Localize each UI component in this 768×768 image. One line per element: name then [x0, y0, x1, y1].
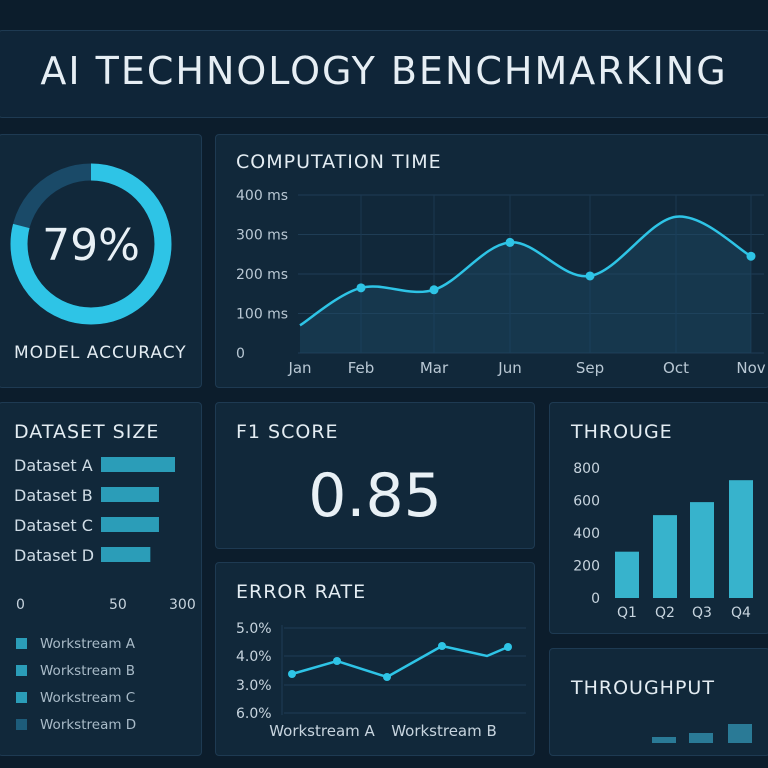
dataset-bar — [101, 517, 159, 532]
legend-label: Workstream B — [40, 663, 135, 679]
legend-label: Workstream D — [40, 717, 136, 733]
computation-point — [429, 285, 439, 295]
throughput-title: THROUGE — [571, 421, 673, 443]
error-point — [333, 657, 341, 665]
dataset-title: DATASET SIZE — [14, 421, 160, 443]
error-point — [504, 643, 512, 651]
header-banner: AI TECHNOLOGY BENCHMARKING — [0, 30, 768, 118]
x-tick-label: Q4 — [731, 605, 751, 621]
y-tick-label: 100 ms — [236, 307, 288, 323]
throughput2-bar-3 — [728, 724, 752, 743]
x-tick-label: 0 — [16, 597, 25, 613]
error-line — [291, 644, 509, 679]
x-tick-label: Jun — [497, 359, 521, 377]
accuracy-donut: 79% — [10, 163, 172, 325]
x-tick-label: 50 — [109, 597, 127, 613]
x-tick-label: Workstream B — [391, 722, 497, 740]
throughput-panel-2: THROUGHPUT — [549, 648, 768, 756]
accuracy-arc — [10, 163, 172, 325]
x-tick-label: Q1 — [617, 605, 637, 621]
accuracy-value: 79% — [42, 220, 140, 271]
error-rate-panel: ERROR RATE 6.0% 3.0% 4.0% 5.0% Workstream A W… — [215, 562, 535, 756]
legend-swatch — [16, 719, 27, 730]
x-tick-label: Q2 — [655, 605, 675, 621]
dataset-label: Dataset A — [14, 456, 93, 475]
y-tick-label: 0 — [591, 591, 600, 607]
throughput-panel: THROUGE 0 200 400 600 800 Q1 Q2 Q3 Q4 — [549, 402, 768, 634]
y-tick-label: 3.0% — [236, 678, 272, 694]
y-tick-label: 0 — [236, 346, 245, 362]
error-point — [438, 642, 446, 650]
y-tick-label: 400 ms — [236, 188, 288, 204]
legend-swatch — [16, 665, 27, 676]
y-tick-label: 200 ms — [236, 267, 288, 283]
legend-swatch — [16, 692, 27, 703]
throughput-bar — [615, 551, 639, 598]
error-point — [288, 670, 296, 678]
computation-point — [505, 237, 515, 247]
throughput-bar — [690, 502, 714, 598]
y-tick-label: 200 — [573, 559, 600, 575]
y-tick-label: 400 — [573, 526, 600, 542]
legend-swatch — [16, 638, 27, 649]
dataset-label: Dataset B — [14, 486, 93, 505]
dataset-label: Dataset D — [14, 546, 94, 565]
computation-point — [356, 283, 366, 293]
x-tick-label: Sep — [576, 359, 604, 377]
y-tick-label: 4.0% — [236, 649, 272, 665]
computation-title: COMPUTATION TIME — [236, 151, 442, 173]
x-tick-label: Nov — [736, 359, 765, 377]
y-tick-label: 5.0% — [236, 621, 272, 637]
model-accuracy-panel: 79% MODEL ACCURACY — [0, 134, 202, 388]
throughput2-chart — [652, 724, 752, 743]
dataset-bar — [101, 547, 151, 562]
y-tick-label: 6.0% — [236, 706, 272, 722]
computation-time-panel: COMPUTATION TIME 0 100 ms 200 ms 300 ms 400 … — [215, 134, 768, 388]
y-tick-label: 600 — [573, 494, 600, 510]
y-tick-label: 800 — [573, 461, 600, 477]
x-tick-label: Mar — [420, 359, 449, 377]
x-tick-label: Q3 — [692, 605, 712, 621]
throughput2-bar-2 — [689, 733, 713, 743]
computation-chart: 0 100 ms 200 ms 300 ms 400 ms Jan Feb Mar Jun Sep… — [236, 188, 766, 377]
f1-value: 0.85 — [308, 461, 442, 531]
dataset-bar — [101, 457, 175, 472]
computation-point — [746, 251, 756, 261]
throughput-bar — [729, 480, 753, 598]
dataset-label: Dataset C — [14, 516, 93, 535]
computation-point — [585, 271, 595, 281]
throughput-chart: 0 200 400 600 800 Q1 Q2 Q3 Q4 — [573, 461, 753, 621]
error-point — [383, 673, 391, 681]
throughput2-title: THROUGHPUT — [571, 677, 715, 699]
page-title: AI TECHNOLOGY BENCHMARKING — [40, 49, 728, 93]
throughput2-bar-1 — [652, 737, 676, 743]
x-tick-label: Jan — [287, 359, 311, 377]
dataset-chart: Dataset A Dataset B Dataset C Dataset D 0 50 3… — [14, 456, 196, 733]
dataset-bar — [101, 487, 159, 502]
computation-area — [300, 216, 751, 353]
x-tick-label: Oct — [663, 359, 689, 377]
legend-label: Workstream C — [40, 690, 135, 706]
x-tick-label: Workstream A — [269, 722, 375, 740]
dataset-size-panel: DATASET SIZE Dataset A Dataset B Dataset C… — [0, 402, 202, 756]
throughput-bar — [653, 515, 677, 598]
legend-label: Workstream A — [40, 636, 136, 652]
error-title: ERROR RATE — [236, 581, 367, 603]
x-tick-label: Feb — [348, 359, 375, 377]
f1-title: F1 SCORE — [236, 421, 339, 443]
f1-score-panel: F1 SCORE 0.85 — [215, 402, 535, 549]
x-tick-label: 300 — [169, 597, 196, 613]
y-tick-label: 300 ms — [236, 228, 288, 244]
error-chart: 6.0% 3.0% 4.0% 5.0% Workstream A Workstream B — [236, 621, 526, 740]
accuracy-label: MODEL ACCURACY — [14, 343, 187, 363]
